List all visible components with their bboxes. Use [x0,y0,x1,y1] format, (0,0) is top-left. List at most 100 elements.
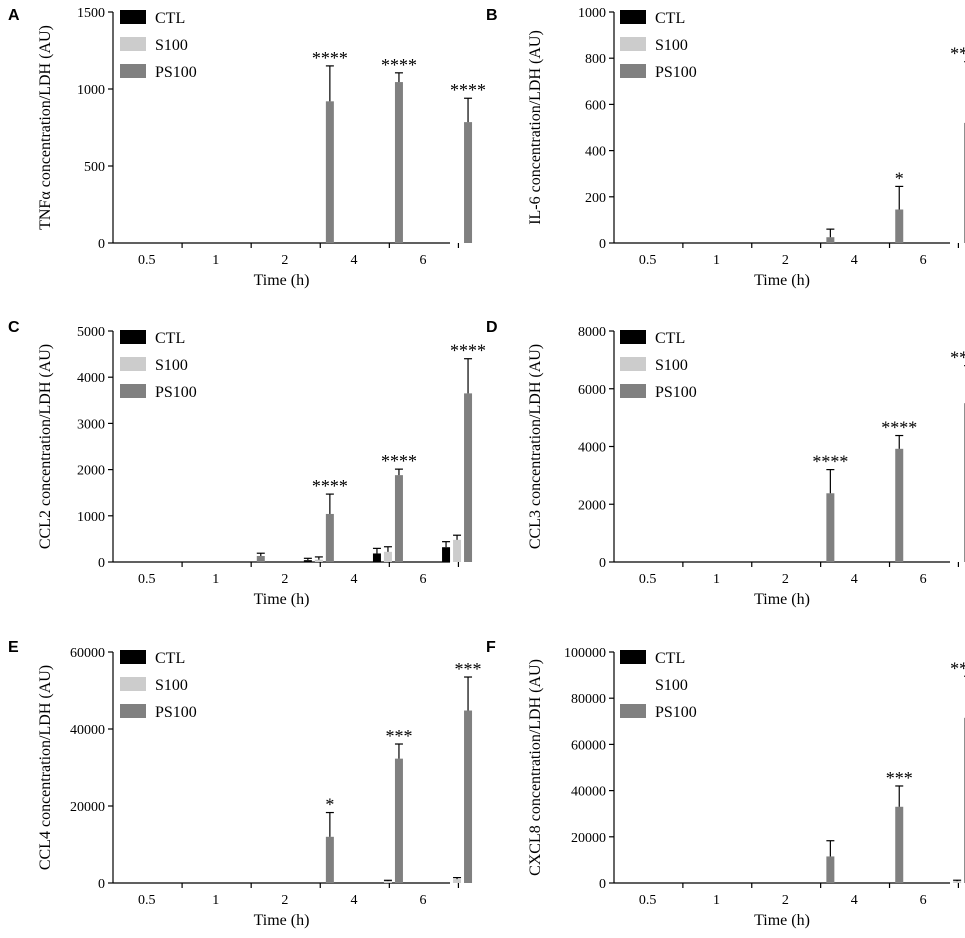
legend-swatch-ps100 [620,704,646,718]
bar-ps100 [394,475,403,562]
significance-label: *** [385,726,412,746]
bar-s100 [453,879,462,883]
significance-label: **** [812,452,848,472]
x-tick-label: 2 [281,572,288,587]
legend-swatch-s100 [120,357,146,371]
y-tick-label: 8000 [578,325,606,340]
legend-swatch-ctl [620,650,646,664]
bar-ps100 [895,209,904,243]
x-tick-label: 2 [281,893,288,908]
y-tick-label: 500 [84,160,105,175]
y-tick-label: 40000 [571,785,606,800]
x-tick-label: 2 [782,893,789,908]
bar-ctl [442,547,451,562]
bar-ctl [303,560,312,562]
x-tick-label: 0.5 [138,253,156,268]
bar-ps100 [464,393,473,562]
legend-swatch-s100 [120,37,146,51]
y-tick-label: 0 [599,237,606,252]
y-tick-label: 5000 [77,325,105,340]
y-tick-label: 60000 [70,646,105,661]
significance-label: **** [950,348,965,368]
y-tick-label: 6000 [578,383,606,398]
y-tick-label: 400 [585,145,606,160]
x-tick-label: 1 [713,572,720,587]
significance-label: **** [950,44,965,64]
bar-ps100 [464,710,473,883]
x-tick-label: 1 [713,893,720,908]
y-tick-label: 20000 [70,800,105,815]
bar-s100 [383,551,392,562]
x-tick-label: 6 [920,893,927,908]
y-tick-label: 2000 [77,464,105,479]
legend-label-ps100: PS100 [155,384,197,401]
bar-ps100 [325,836,334,883]
x-axis-title: Time (h) [254,272,310,289]
y-axis-title: IL-6 concentration/LDH (AU) [527,30,544,225]
x-tick-label: 1 [212,572,219,587]
legend-label-ctl: CTL [655,330,685,347]
significance-label: **** [450,80,486,100]
panel-c: C 0 1000 2000 3000 4000 5000 0.5 1 2 **** 4 **** 6 ***… [8,319,486,608]
significance-label: **** [950,658,965,678]
panel-b: B 0 200 400 600 800 1000 0.5 1 2 4 * 6 **** Time (h) IL… [486,6,965,289]
y-tick-label: 100000 [564,646,606,661]
legend-swatch-ctl [120,330,146,344]
x-tick-label: 4 [350,253,357,268]
legend-label-ctl: CTL [155,330,185,347]
legend-swatch-s100 [620,357,646,371]
significance-label: * [895,168,904,188]
x-tick-label: 6 [420,572,427,587]
y-tick-label: 80000 [571,692,606,707]
bar-ps100 [826,493,835,562]
panel-a: A 0 500 1000 1500 0.5 1 2 **** 4 **** 6 **** Time (h)… [8,6,486,289]
significance-label: *** [455,659,482,679]
significance-label: **** [450,341,486,361]
legend-swatch-s100 [120,677,146,691]
legend-label-s100: S100 [655,677,688,694]
x-tick-label: 2 [782,253,789,268]
y-tick-label: 1000 [77,83,105,98]
panel-letter: A [8,7,20,24]
x-tick-label: 4 [851,572,858,587]
legend-label-ps100: PS100 [655,64,697,81]
legend-label-s100: S100 [155,37,188,54]
x-axis-title: Time (h) [254,912,310,929]
legend-label-ps100: PS100 [655,384,697,401]
panel-d: D 0 2000 4000 6000 8000 0.5 1 2 **** 4 **** 6 **** Tim… [486,319,965,608]
x-tick-label: 4 [350,572,357,587]
legend-swatch-ps100 [120,64,146,78]
bar-ps100 [325,513,334,562]
bar-ps100 [826,237,835,243]
panel-e: E 0 20000 40000 60000 0.5 1 2 * 4 *** 6 *** Time (h) C… [8,639,482,929]
bar-ps100 [895,806,904,883]
legend-swatch-ps100 [120,384,146,398]
x-tick-label: 0.5 [639,572,657,587]
panel-f: F 0 20000 40000 60000 80000 100000 0.5 1 2 4 *** 6 **… [486,639,965,929]
x-axis-title: Time (h) [754,912,810,929]
x-tick-label: 2 [782,572,789,587]
legend-swatch-ctl [620,10,646,24]
x-tick-label: 1 [713,253,720,268]
y-tick-label: 2000 [578,498,606,513]
bar-ps100 [256,555,265,562]
x-tick-label: 0.5 [639,253,657,268]
x-axis-title: Time (h) [754,591,810,608]
significance-label: *** [886,768,913,788]
y-tick-label: 0 [98,877,105,892]
legend-label-ps100: PS100 [655,704,697,721]
y-tick-label: 3000 [77,417,105,432]
bar-ps100 [464,122,473,243]
bar-ps100 [826,856,835,883]
legend-swatch-ps100 [620,64,646,78]
x-tick-label: 6 [420,253,427,268]
x-axis-title: Time (h) [254,591,310,608]
bar-ps100 [325,101,334,243]
significance-label: **** [312,48,348,68]
y-tick-label: 0 [599,556,606,571]
y-tick-label: 1500 [77,6,105,21]
x-tick-label: 1 [212,253,219,268]
significance-label: **** [381,451,417,471]
bar-ps100 [394,82,403,243]
y-tick-label: 60000 [571,738,606,753]
